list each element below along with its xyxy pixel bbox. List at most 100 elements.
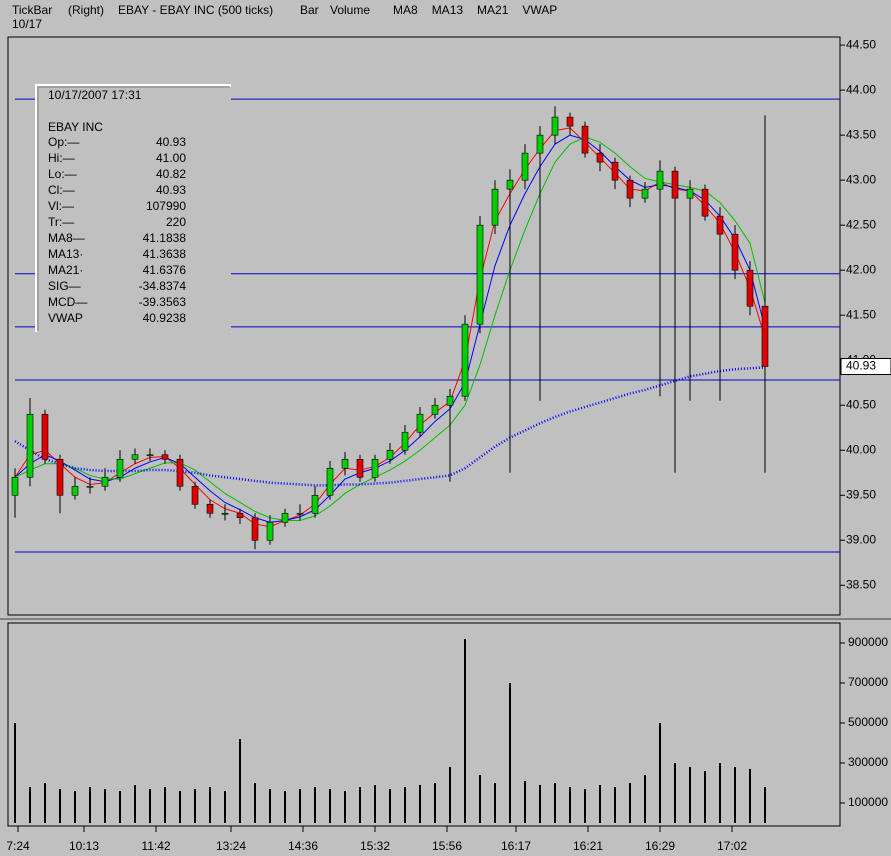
candle-body	[731, 233, 739, 271]
info-box: 10/17/2007 17:31 EBAY INC Op:— 40.93 Hi:— 4…	[35, 84, 231, 332]
y-tick-label: 40.50	[846, 397, 876, 411]
volume-bar	[134, 785, 136, 823]
volume-bar	[479, 775, 481, 823]
info-value: 41.00	[156, 151, 186, 165]
volume-panel	[7, 622, 841, 827]
info-box-frame	[35, 84, 231, 332]
info-name: EBAY INC	[48, 120, 103, 134]
volume-bar	[104, 789, 106, 823]
info-value: 40.93	[156, 135, 186, 149]
candle-body	[431, 404, 439, 415]
y-tick-label: 42.00	[846, 262, 876, 276]
candle-body	[536, 134, 544, 154]
info-label: Vl:—	[48, 199, 74, 213]
candle-body	[371, 458, 379, 478]
info-value: -34.8374	[139, 279, 187, 293]
candle-body	[176, 458, 184, 487]
candle-body	[236, 512, 244, 519]
volume-bar	[74, 791, 76, 823]
y-tick-label: 43.00	[846, 172, 876, 186]
volume-bar	[254, 783, 256, 823]
volume-bar	[659, 723, 661, 823]
volume-bar	[269, 789, 271, 823]
volume-bar	[284, 791, 286, 823]
volume-bar	[764, 787, 766, 823]
legend-entry: VWAP	[522, 3, 557, 17]
volume-bar	[434, 783, 436, 823]
last-price-tag	[840, 358, 891, 376]
side: (Right)	[68, 3, 104, 17]
candle-body	[611, 161, 619, 181]
info-label: SIG—	[48, 279, 81, 293]
volume-bar	[239, 739, 241, 823]
candle-body	[566, 116, 574, 127]
candle-body	[161, 454, 169, 460]
candle-body	[686, 188, 694, 199]
volume-bar	[59, 789, 61, 823]
volume-bar	[674, 763, 676, 823]
candle-body	[86, 485, 94, 488]
info-label: MA21·	[48, 263, 83, 277]
y-tick-label: 39.00	[846, 532, 876, 546]
volume-tick-label: 300000	[848, 755, 888, 769]
candle-body	[26, 413, 34, 478]
last-price-label: 40.93	[846, 359, 876, 373]
candle-body	[131, 454, 139, 460]
volume-tick-label: 500000	[848, 715, 888, 729]
candle-body	[581, 125, 589, 154]
style: Bar	[300, 3, 319, 17]
x-tick-label: 15:56	[432, 839, 462, 853]
y-tick-label: 43.50	[846, 127, 876, 141]
candle-body	[281, 512, 289, 523]
info-label: Hi:—	[48, 151, 75, 165]
volume-bar	[554, 783, 556, 823]
volume-bar	[14, 723, 16, 823]
volume-bar	[209, 787, 211, 823]
volume-bar	[344, 791, 346, 823]
candle-body	[356, 458, 364, 478]
candle-body	[56, 458, 64, 496]
candle-body	[206, 503, 214, 514]
volume-bar	[749, 769, 751, 823]
info-value: -39.3563	[139, 295, 187, 309]
candle-body	[476, 224, 484, 325]
volume-tick-label: 100000	[848, 795, 888, 809]
volume-bar	[44, 783, 46, 823]
y-tick-label: 40.00	[846, 442, 876, 456]
info-label: Tr:—	[48, 215, 74, 229]
volume-bar	[389, 789, 391, 823]
volume-bar	[419, 785, 421, 823]
candle-body	[656, 170, 664, 190]
volume-bar	[719, 763, 721, 823]
chart-kind: TickBar	[12, 3, 52, 17]
x-tick-label: 13:24	[216, 839, 246, 853]
volume-bar	[734, 767, 736, 823]
volume-bar	[464, 639, 466, 823]
candle-body	[71, 485, 79, 496]
candle-body	[11, 476, 19, 496]
candle-body	[746, 269, 754, 307]
date: 10/17	[12, 17, 42, 31]
candle-body	[326, 467, 334, 496]
info-label: MCD—	[48, 295, 87, 309]
info-label: Op:—	[48, 135, 79, 149]
x-tick-label: 16:17	[501, 839, 531, 853]
y-tick-label: 44.00	[846, 82, 876, 96]
candle-body	[251, 517, 259, 541]
x-tick-label: 7:24	[6, 839, 30, 853]
x-tick-label: 17:02	[717, 839, 747, 853]
volume-bar	[599, 785, 601, 823]
volume-bar	[644, 775, 646, 823]
x-tick-label: 16:29	[645, 839, 675, 853]
candle-body	[101, 476, 109, 487]
volume-bar	[524, 781, 526, 823]
info-value: 41.1838	[143, 231, 187, 245]
candle-body	[296, 512, 304, 515]
legend-entry: MA13	[432, 3, 464, 17]
volume-bar	[569, 787, 571, 823]
candle-body	[596, 152, 604, 163]
candle-body	[416, 413, 424, 433]
volume-bar	[374, 785, 376, 823]
volume-bar	[404, 787, 406, 823]
